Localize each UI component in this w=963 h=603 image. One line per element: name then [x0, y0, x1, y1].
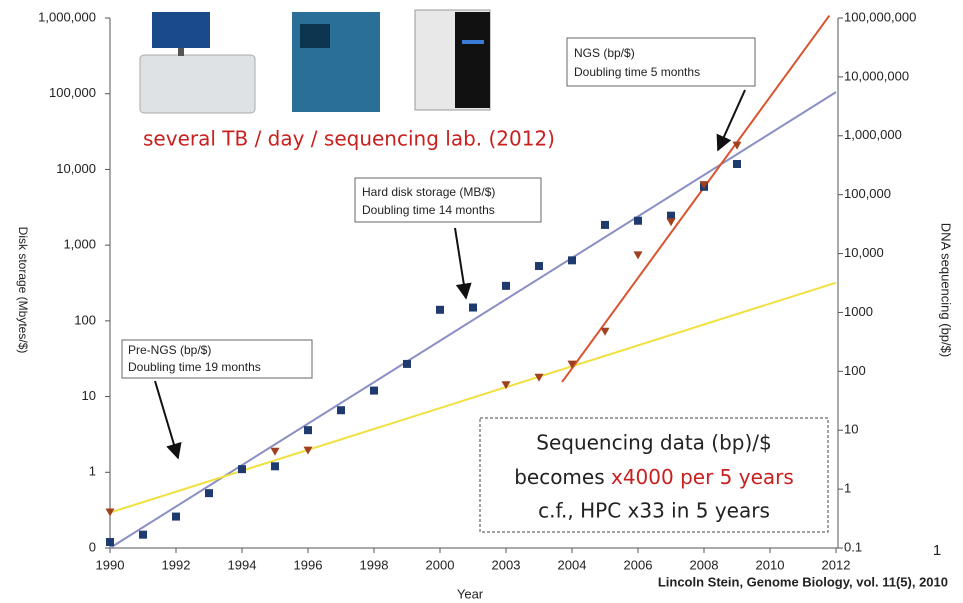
x-tick-label: 1996 — [294, 557, 323, 572]
headline: several TB / day / sequencing lab. (2012… — [143, 127, 555, 151]
summary: becomes x4000 per 5 years — [514, 465, 794, 489]
y2-tick-label: 10,000 — [844, 245, 884, 260]
x-tick-label: 1990 — [96, 557, 125, 572]
data-point — [733, 160, 741, 168]
arrow — [155, 381, 178, 458]
sequencer-images — [140, 10, 490, 113]
data-point — [337, 406, 345, 414]
data-point — [535, 262, 543, 270]
data-point — [601, 221, 609, 229]
y2-tick-label: 10,000,000 — [844, 68, 909, 83]
y-tick-label: 1,000,000 — [38, 9, 96, 24]
y-tick-label: 1,000 — [63, 237, 96, 252]
data-point — [502, 282, 510, 290]
data-point — [436, 306, 444, 314]
data-point — [304, 426, 312, 434]
data-point — [271, 462, 279, 470]
annotation: Doubling time 19 months — [128, 360, 261, 374]
x-tick-label: 2006 — [624, 557, 653, 572]
data-point — [601, 328, 610, 336]
y-tick-label: 100 — [74, 312, 96, 327]
data-point — [667, 218, 676, 226]
x-tick-label: 2000 — [426, 557, 455, 572]
annotation: Pre-NGS (bp/$) — [128, 343, 211, 357]
summary: becomes — [514, 465, 611, 489]
data-point — [172, 513, 180, 521]
y-tick-label: 100,000 — [49, 85, 96, 100]
data-point — [106, 538, 114, 546]
data-point — [469, 304, 477, 312]
x-tick-label: 2012 — [822, 557, 851, 572]
data-point — [403, 360, 411, 368]
x-tick-label: 2003 — [492, 557, 521, 572]
x-tick-label: 1994 — [228, 557, 257, 572]
arrow — [718, 90, 745, 150]
y-axis-label: Disk storage (Mbytes/$) — [16, 227, 30, 354]
y2-tick-label: 0.1 — [844, 539, 862, 554]
x-tick-label: 2010 — [756, 557, 785, 572]
y-tick-label: 1 — [89, 464, 96, 479]
x-tick-label: 1992 — [162, 557, 191, 572]
chart: several TB / day / sequencing lab. (2012… — [0, 0, 963, 603]
y2-tick-label: 100,000,000 — [844, 9, 916, 24]
data-point — [634, 217, 642, 225]
y2-tick-label: 10 — [844, 422, 858, 437]
y2-axis-label: DNA sequencing (bp/$) — [939, 223, 954, 357]
y2-tick-label: 1 — [844, 481, 851, 496]
annotation: Hard disk storage (MB/$) — [362, 185, 495, 199]
data-point — [634, 251, 643, 259]
summary-highlight: x4000 per 5 years — [611, 465, 794, 489]
data-point — [139, 531, 147, 539]
y-tick-label: 10,000 — [56, 161, 96, 176]
summary: Sequencing data (bp)/$ — [536, 431, 772, 455]
y2-tick-label: 1000 — [844, 304, 873, 319]
x-tick-label: 2008 — [690, 557, 719, 572]
annotation: Doubling time 14 months — [362, 203, 495, 217]
annotation: Doubling time 5 months — [574, 65, 700, 79]
y-tick-label: 0 — [89, 539, 96, 554]
citation: Lincoln Stein, Genome Biology, vol. 11(5… — [658, 574, 948, 589]
data-point — [271, 448, 280, 456]
data-point — [205, 489, 213, 497]
x-tick-label: 2004 — [558, 557, 587, 572]
annotation: NGS (bp/$) — [574, 46, 635, 60]
data-point — [568, 256, 576, 264]
y2-tick-label: 100 — [844, 363, 866, 378]
y2-tick-label: 1,000,000 — [844, 127, 902, 142]
x-tick-label: 1998 — [360, 557, 389, 572]
data-point — [238, 465, 246, 473]
y-tick-label: 10 — [82, 388, 96, 403]
y2-tick-label: 100,000 — [844, 186, 891, 201]
data-point — [370, 387, 378, 395]
x-axis-label: Year — [457, 586, 484, 601]
arrow — [455, 228, 466, 298]
summary: c.f., HPC x33 in 5 years — [538, 499, 770, 523]
page-number: 1 — [933, 542, 941, 559]
